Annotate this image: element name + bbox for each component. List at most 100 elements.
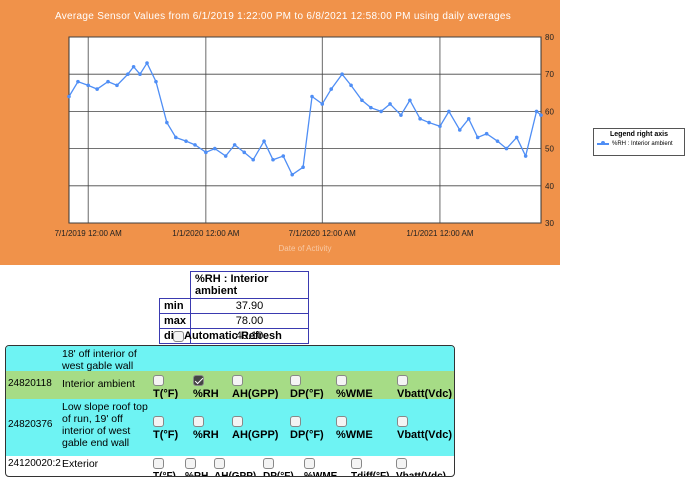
channel-checkbox[interactable] [263,458,274,469]
stats-value: 37.90 [190,298,310,314]
channel-checkbox[interactable] [214,458,225,469]
channel-checkbox[interactable] [153,375,164,386]
sensor-list[interactable]: 18' off interior of west gable wall T(°F)… [5,345,455,477]
data-point [457,128,462,132]
channel-option[interactable]: DP(°F) [263,458,294,476]
channel-checkbox[interactable] [153,458,164,469]
channel-label: %WME [304,471,338,477]
data-point [349,83,353,88]
automatic-refresh-checkbox[interactable] [173,330,184,342]
data-point [369,105,373,110]
channel-checkbox[interactable] [290,375,301,386]
channel-option[interactable]: T(°F) [153,458,176,476]
channel-option[interactable]: %WME [336,375,373,400]
series-rh-interior-ambient [67,61,543,177]
x-tick-label: 1/1/2020 12:00 AM [172,229,240,238]
sensor-row[interactable]: 24120020:2 Exterior T(°F) %RH AH(GPP) DP(°F)%… [6,456,454,477]
channel-checkbox[interactable] [336,416,347,427]
channel-label: Tdiff(°F) [351,471,390,477]
data-point [379,109,383,114]
stats-row: diff 40.10 [158,328,310,344]
channel-checkbox[interactable] [397,375,408,386]
channel-checkbox[interactable] [397,416,408,427]
data-point [539,113,543,117]
data-point [290,172,295,177]
y-tick-label: 70 [545,70,554,79]
stats-label: min [158,298,192,314]
data-point [165,120,169,125]
channel-checkbox[interactable] [396,458,407,469]
channel-label: Vbatt(Vdc) [396,471,446,477]
channel-checkbox[interactable] [336,375,347,386]
channel-option[interactable]: DP(°F) [290,416,324,441]
sensor-chart: Average Sensor Values from 6/1/2019 1:22… [55,11,555,253]
data-point [475,135,480,140]
legend-line-marker-icon [597,141,609,145]
x-axis: 7/1/2019 12:00 AM 1/1/2020 12:00 AM 7/1/20… [55,229,474,238]
data-point [154,79,158,84]
stats-value: 78.00 [190,313,310,329]
channel-option[interactable]: Tdiff(°F) [351,458,390,477]
data-point [193,143,197,147]
channel-option[interactable]: Vbatt(Vdc) [396,458,446,477]
sensor-name: Exterior [62,458,99,470]
y-axis: 80 70 60 50 40 30 [545,33,554,228]
channel-option[interactable]: T(°F) [153,375,178,400]
data-point [504,146,509,151]
sensor-row[interactable]: 24820118 Interior ambient T(°F) %RH AH(GPP) D… [6,371,454,400]
channel-option[interactable]: Vbatt(Vdc) [397,416,452,441]
chart-panel: Average Sensor Values from 6/1/2019 1:22… [0,0,560,265]
channel-option[interactable]: AH(GPP) [232,416,278,441]
channel-option[interactable]: AH(GPP) [232,375,278,400]
data-point [466,117,471,121]
sensor-id: 24820118 [8,378,52,389]
channel-checkbox[interactable] [193,375,204,386]
data-point [418,117,422,121]
channel-checkbox[interactable] [351,458,362,469]
channel-label: %RH [193,388,219,400]
sensor-row[interactable]: 24820376 Low slope roof top of run, 19' o… [6,399,454,456]
channel-checkbox[interactable] [153,416,164,427]
data-point [340,72,344,76]
data-point [271,157,275,162]
automatic-refresh-control[interactable]: Automatic Refresh [173,330,282,342]
sensor-name: Low slope roof top of run, 19' off inter… [62,401,148,449]
x-axis-title: Date of Activity [279,244,332,253]
sensor-row[interactable]: 18' off interior of west gable wallT(°F)… [6,346,454,372]
channel-option[interactable]: AH(GPP) [214,458,256,476]
y-tick-label: 30 [545,219,554,228]
channel-option[interactable]: %RH [193,416,219,441]
stats-row: max 78.00 [158,313,310,329]
data-point [223,154,228,158]
sensor-id [6,346,62,371]
data-point [447,109,451,114]
channel-option[interactable]: %RH [185,458,208,476]
stats-row: min 37.90 [158,298,310,314]
data-point [115,83,119,88]
data-point [184,139,188,143]
channel-checkbox[interactable] [232,416,243,427]
channel-checkbox[interactable] [290,416,301,427]
x-tick-label: 7/1/2019 12:00 AM [55,229,123,238]
channel-option[interactable]: %RH [193,375,219,400]
channel-option[interactable]: T(°F) [153,416,178,441]
data-point [262,139,266,143]
channel-checkbox[interactable] [304,458,315,469]
data-point [138,72,142,76]
channel-option[interactable]: Vbatt(Vdc) [397,375,452,400]
channel-option[interactable]: %WME [336,416,373,441]
channel-option[interactable]: DP(°F) [290,375,324,400]
stats-corner-cell [159,271,192,299]
stats-table: %RH : Interior ambient min 37.90 max 78.… [158,271,310,344]
stats-label: max [158,313,192,329]
channel-checkbox[interactable] [193,416,204,427]
channel-option[interactable]: %WME [304,458,338,477]
channel-checkbox[interactable] [185,458,196,469]
channel-checkbox[interactable] [232,375,243,386]
data-point [232,143,237,147]
data-point [360,98,364,103]
data-point [281,154,286,158]
data-point [106,79,110,84]
legend-item-label: %RH : Interior ambient [612,141,673,147]
data-point [388,102,392,106]
